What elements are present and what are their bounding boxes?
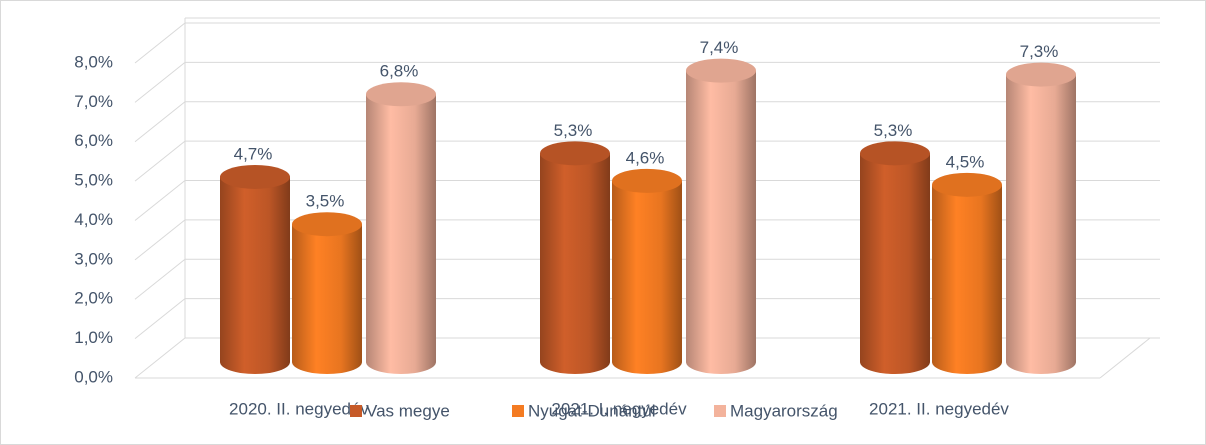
bar-top <box>1006 62 1076 87</box>
bar <box>612 180 682 374</box>
bar-top <box>860 141 930 166</box>
x-tick-label: 2021. I. negyedév <box>551 399 687 418</box>
bar <box>860 153 930 374</box>
x-tick-label: 2020. II. negyedév <box>229 399 369 418</box>
bar-top <box>366 82 436 107</box>
legend-label: Vas megye <box>366 401 450 420</box>
value-label: 4,6% <box>626 148 665 167</box>
legend-swatch <box>512 405 524 417</box>
value-label: 3,5% <box>306 192 345 211</box>
y-tick-label: 4,0% <box>74 210 113 229</box>
bar-top <box>220 164 290 189</box>
y-tick-label: 2,0% <box>74 289 113 308</box>
bar-top <box>292 212 362 237</box>
y-tick-label: 0,0% <box>74 367 113 386</box>
y-tick-label: 1,0% <box>74 328 113 347</box>
bar <box>366 94 436 374</box>
bar-top <box>540 141 610 166</box>
bar-top <box>612 168 682 193</box>
bar <box>292 224 362 374</box>
value-label: 7,4% <box>700 38 739 57</box>
value-label: 6,8% <box>380 62 419 81</box>
legend-label: Nyugat-Dunántúl <box>528 401 656 420</box>
legend-swatch <box>350 405 362 417</box>
bar <box>686 70 756 374</box>
bar <box>220 176 290 374</box>
legend-label: Magyarország <box>730 401 838 420</box>
y-tick-label: 3,0% <box>74 249 113 268</box>
y-tick-label: 6,0% <box>74 131 113 150</box>
y-tick-label: 5,0% <box>74 171 113 190</box>
bar-top <box>686 58 756 83</box>
y-tick-label: 8,0% <box>74 52 113 71</box>
value-label: 7,3% <box>1020 42 1059 61</box>
x-tick-label: 2021. II. negyedév <box>869 399 1009 418</box>
value-label: 5,3% <box>874 121 913 140</box>
bar <box>932 184 1002 374</box>
value-label: 5,3% <box>554 121 593 140</box>
value-label: 4,5% <box>946 152 985 171</box>
value-label: 4,7% <box>234 144 273 163</box>
floor-right <box>1099 337 1151 379</box>
legend-swatch <box>714 405 726 417</box>
bar-top <box>932 172 1002 197</box>
y-tick-label: 7,0% <box>74 92 113 111</box>
bar <box>540 153 610 374</box>
bar <box>1006 74 1076 374</box>
